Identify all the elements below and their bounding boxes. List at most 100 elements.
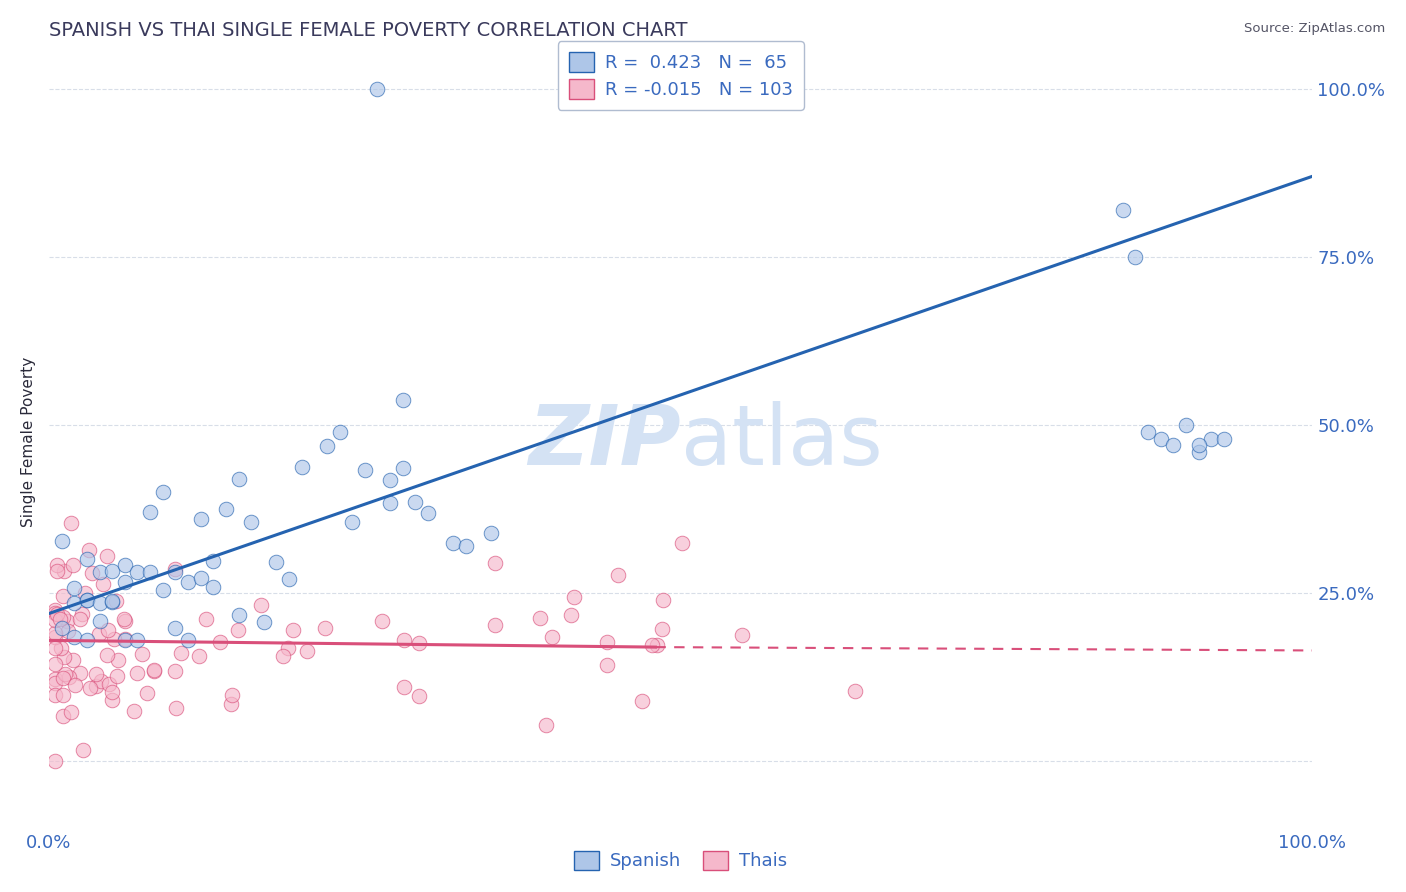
Point xyxy=(51,621,73,635)
Point xyxy=(76,593,98,607)
Point xyxy=(391,461,413,475)
Point xyxy=(52,671,75,685)
Point xyxy=(208,635,231,649)
Point xyxy=(86,679,108,693)
Point xyxy=(89,627,111,641)
Point xyxy=(391,393,413,408)
Point xyxy=(295,644,318,658)
Point xyxy=(195,612,218,626)
Point xyxy=(101,685,124,699)
Point xyxy=(177,633,200,648)
Point xyxy=(1163,438,1185,452)
Point xyxy=(52,609,75,624)
Point xyxy=(56,614,79,628)
Point xyxy=(366,82,388,96)
Text: atlas: atlas xyxy=(681,401,883,483)
Point xyxy=(44,603,66,617)
Point xyxy=(69,612,91,626)
Point xyxy=(44,606,66,620)
Point xyxy=(228,607,250,622)
Point xyxy=(65,678,87,692)
Point xyxy=(562,591,585,605)
Point xyxy=(606,567,628,582)
Point xyxy=(1187,438,1209,452)
Point xyxy=(165,562,187,576)
Point xyxy=(89,614,111,628)
Point xyxy=(52,564,75,578)
Point xyxy=(114,633,136,648)
Point xyxy=(143,663,166,677)
Point xyxy=(219,697,242,711)
Point xyxy=(277,640,299,655)
Point xyxy=(104,594,127,608)
Point xyxy=(163,664,186,678)
Point xyxy=(72,743,94,757)
Point xyxy=(62,558,84,573)
Point xyxy=(96,549,118,563)
Point xyxy=(1137,425,1160,439)
Point xyxy=(152,485,174,500)
Point xyxy=(59,706,82,720)
Point xyxy=(73,586,96,600)
Point xyxy=(60,516,83,531)
Point xyxy=(271,648,294,663)
Point xyxy=(202,580,225,594)
Point xyxy=(1112,202,1135,217)
Point xyxy=(353,463,375,477)
Point xyxy=(127,565,149,579)
Point xyxy=(408,690,430,704)
Point xyxy=(55,667,77,681)
Point xyxy=(63,630,86,644)
Point xyxy=(84,667,107,681)
Point xyxy=(44,640,66,655)
Point xyxy=(58,624,80,638)
Point xyxy=(540,630,562,644)
Point xyxy=(291,460,314,475)
Point xyxy=(45,558,67,572)
Point xyxy=(651,593,673,607)
Point xyxy=(190,511,212,525)
Point xyxy=(1175,418,1198,433)
Point xyxy=(484,617,506,632)
Point xyxy=(454,539,477,553)
Point xyxy=(215,502,238,516)
Point xyxy=(165,565,187,579)
Point xyxy=(44,657,66,672)
Point xyxy=(529,611,551,625)
Point xyxy=(48,612,70,626)
Point xyxy=(188,648,211,663)
Point xyxy=(96,648,118,662)
Point xyxy=(844,684,866,698)
Point xyxy=(139,505,162,519)
Point xyxy=(641,638,664,652)
Point xyxy=(534,718,557,732)
Point xyxy=(58,670,80,684)
Point xyxy=(228,472,250,486)
Point xyxy=(46,607,69,621)
Point xyxy=(378,473,401,487)
Point xyxy=(378,496,401,510)
Point xyxy=(101,595,124,609)
Point xyxy=(52,709,75,723)
Text: ZIP: ZIP xyxy=(529,401,681,483)
Point xyxy=(52,688,75,702)
Point xyxy=(139,566,162,580)
Point xyxy=(114,632,136,646)
Point xyxy=(76,633,98,648)
Point xyxy=(596,635,619,649)
Point xyxy=(91,577,114,591)
Point xyxy=(63,582,86,596)
Point xyxy=(278,572,301,586)
Point xyxy=(1150,432,1173,446)
Point xyxy=(44,625,66,640)
Point xyxy=(51,533,73,548)
Point xyxy=(165,621,187,635)
Point xyxy=(226,624,249,638)
Point xyxy=(169,646,191,660)
Point xyxy=(44,754,66,768)
Point xyxy=(107,653,129,667)
Point xyxy=(101,564,124,578)
Point xyxy=(240,515,263,529)
Text: SPANISH VS THAI SINGLE FEMALE POVERTY CORRELATION CHART: SPANISH VS THAI SINGLE FEMALE POVERTY CO… xyxy=(49,21,688,40)
Point xyxy=(97,623,120,637)
